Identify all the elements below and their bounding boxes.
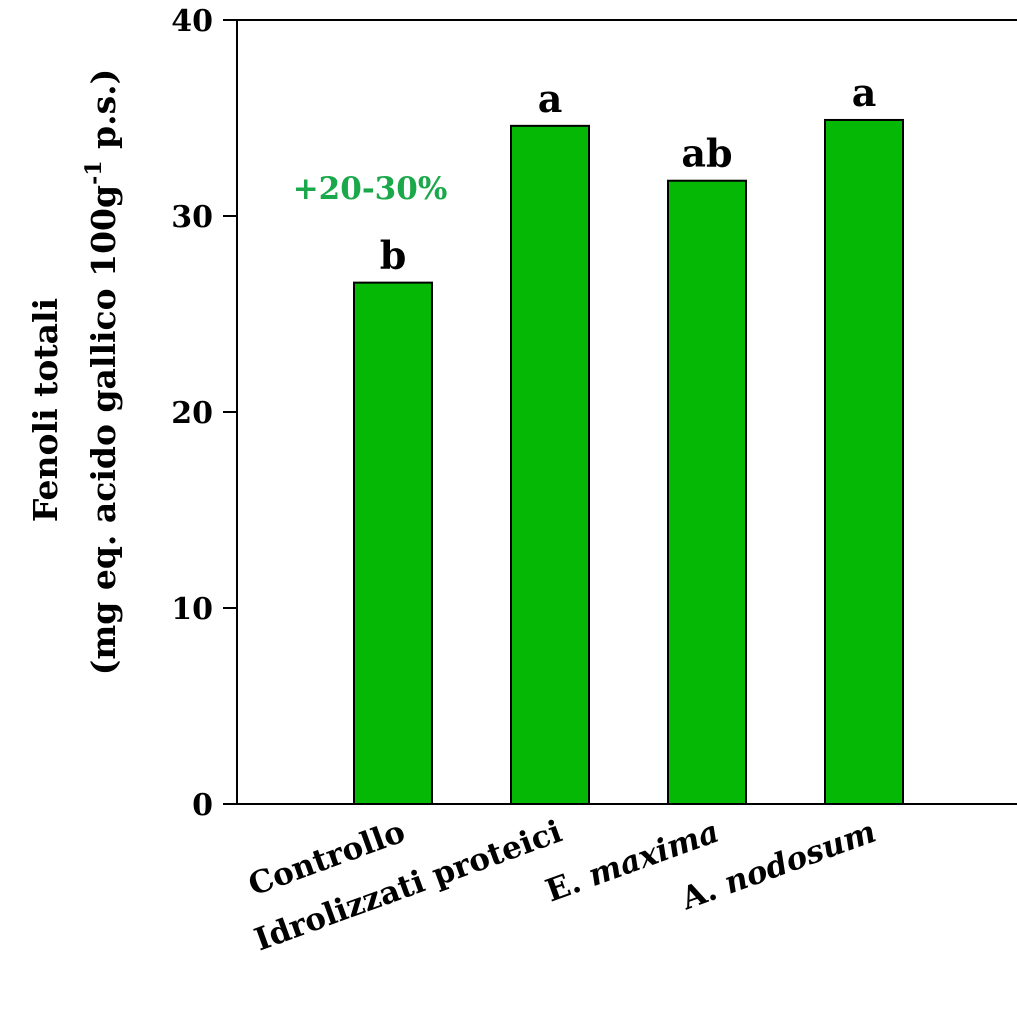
y-tick-label: 20 (171, 396, 213, 431)
y-axis-units-superscript: -1 (81, 160, 107, 184)
y-axis-title: Fenoli totali (26, 298, 65, 522)
y-tick-label: 10 (171, 592, 213, 627)
y-tick-label: 0 (192, 788, 213, 823)
significance-label: a (538, 76, 563, 121)
bar-3 (667, 179, 747, 806)
significance-label: ab (681, 131, 732, 176)
y-axis-title-line2: (mg eq. acido gallico 100g-1 p.s.) (81, 69, 123, 676)
increase-annotation: +20-30% (293, 171, 448, 207)
y-axis-units-main: (mg eq. acido gallico 100g (84, 185, 123, 675)
y-axis-units: (mg eq. acido gallico 100g-1 p.s.) (81, 69, 123, 676)
bar-4 (824, 118, 904, 805)
bar-1 (353, 281, 433, 805)
y-axis-title-line1: Fenoli totali (26, 298, 65, 522)
significance-label: a (852, 70, 877, 115)
y-tick-label: 40 (171, 4, 213, 39)
y-axis-units-tail: p.s.) (84, 69, 123, 161)
bar-2 (510, 124, 590, 805)
significance-label: b (380, 233, 407, 278)
category-label-italic-text: nodosum (720, 814, 881, 902)
y-tick-label: 30 (171, 200, 213, 235)
